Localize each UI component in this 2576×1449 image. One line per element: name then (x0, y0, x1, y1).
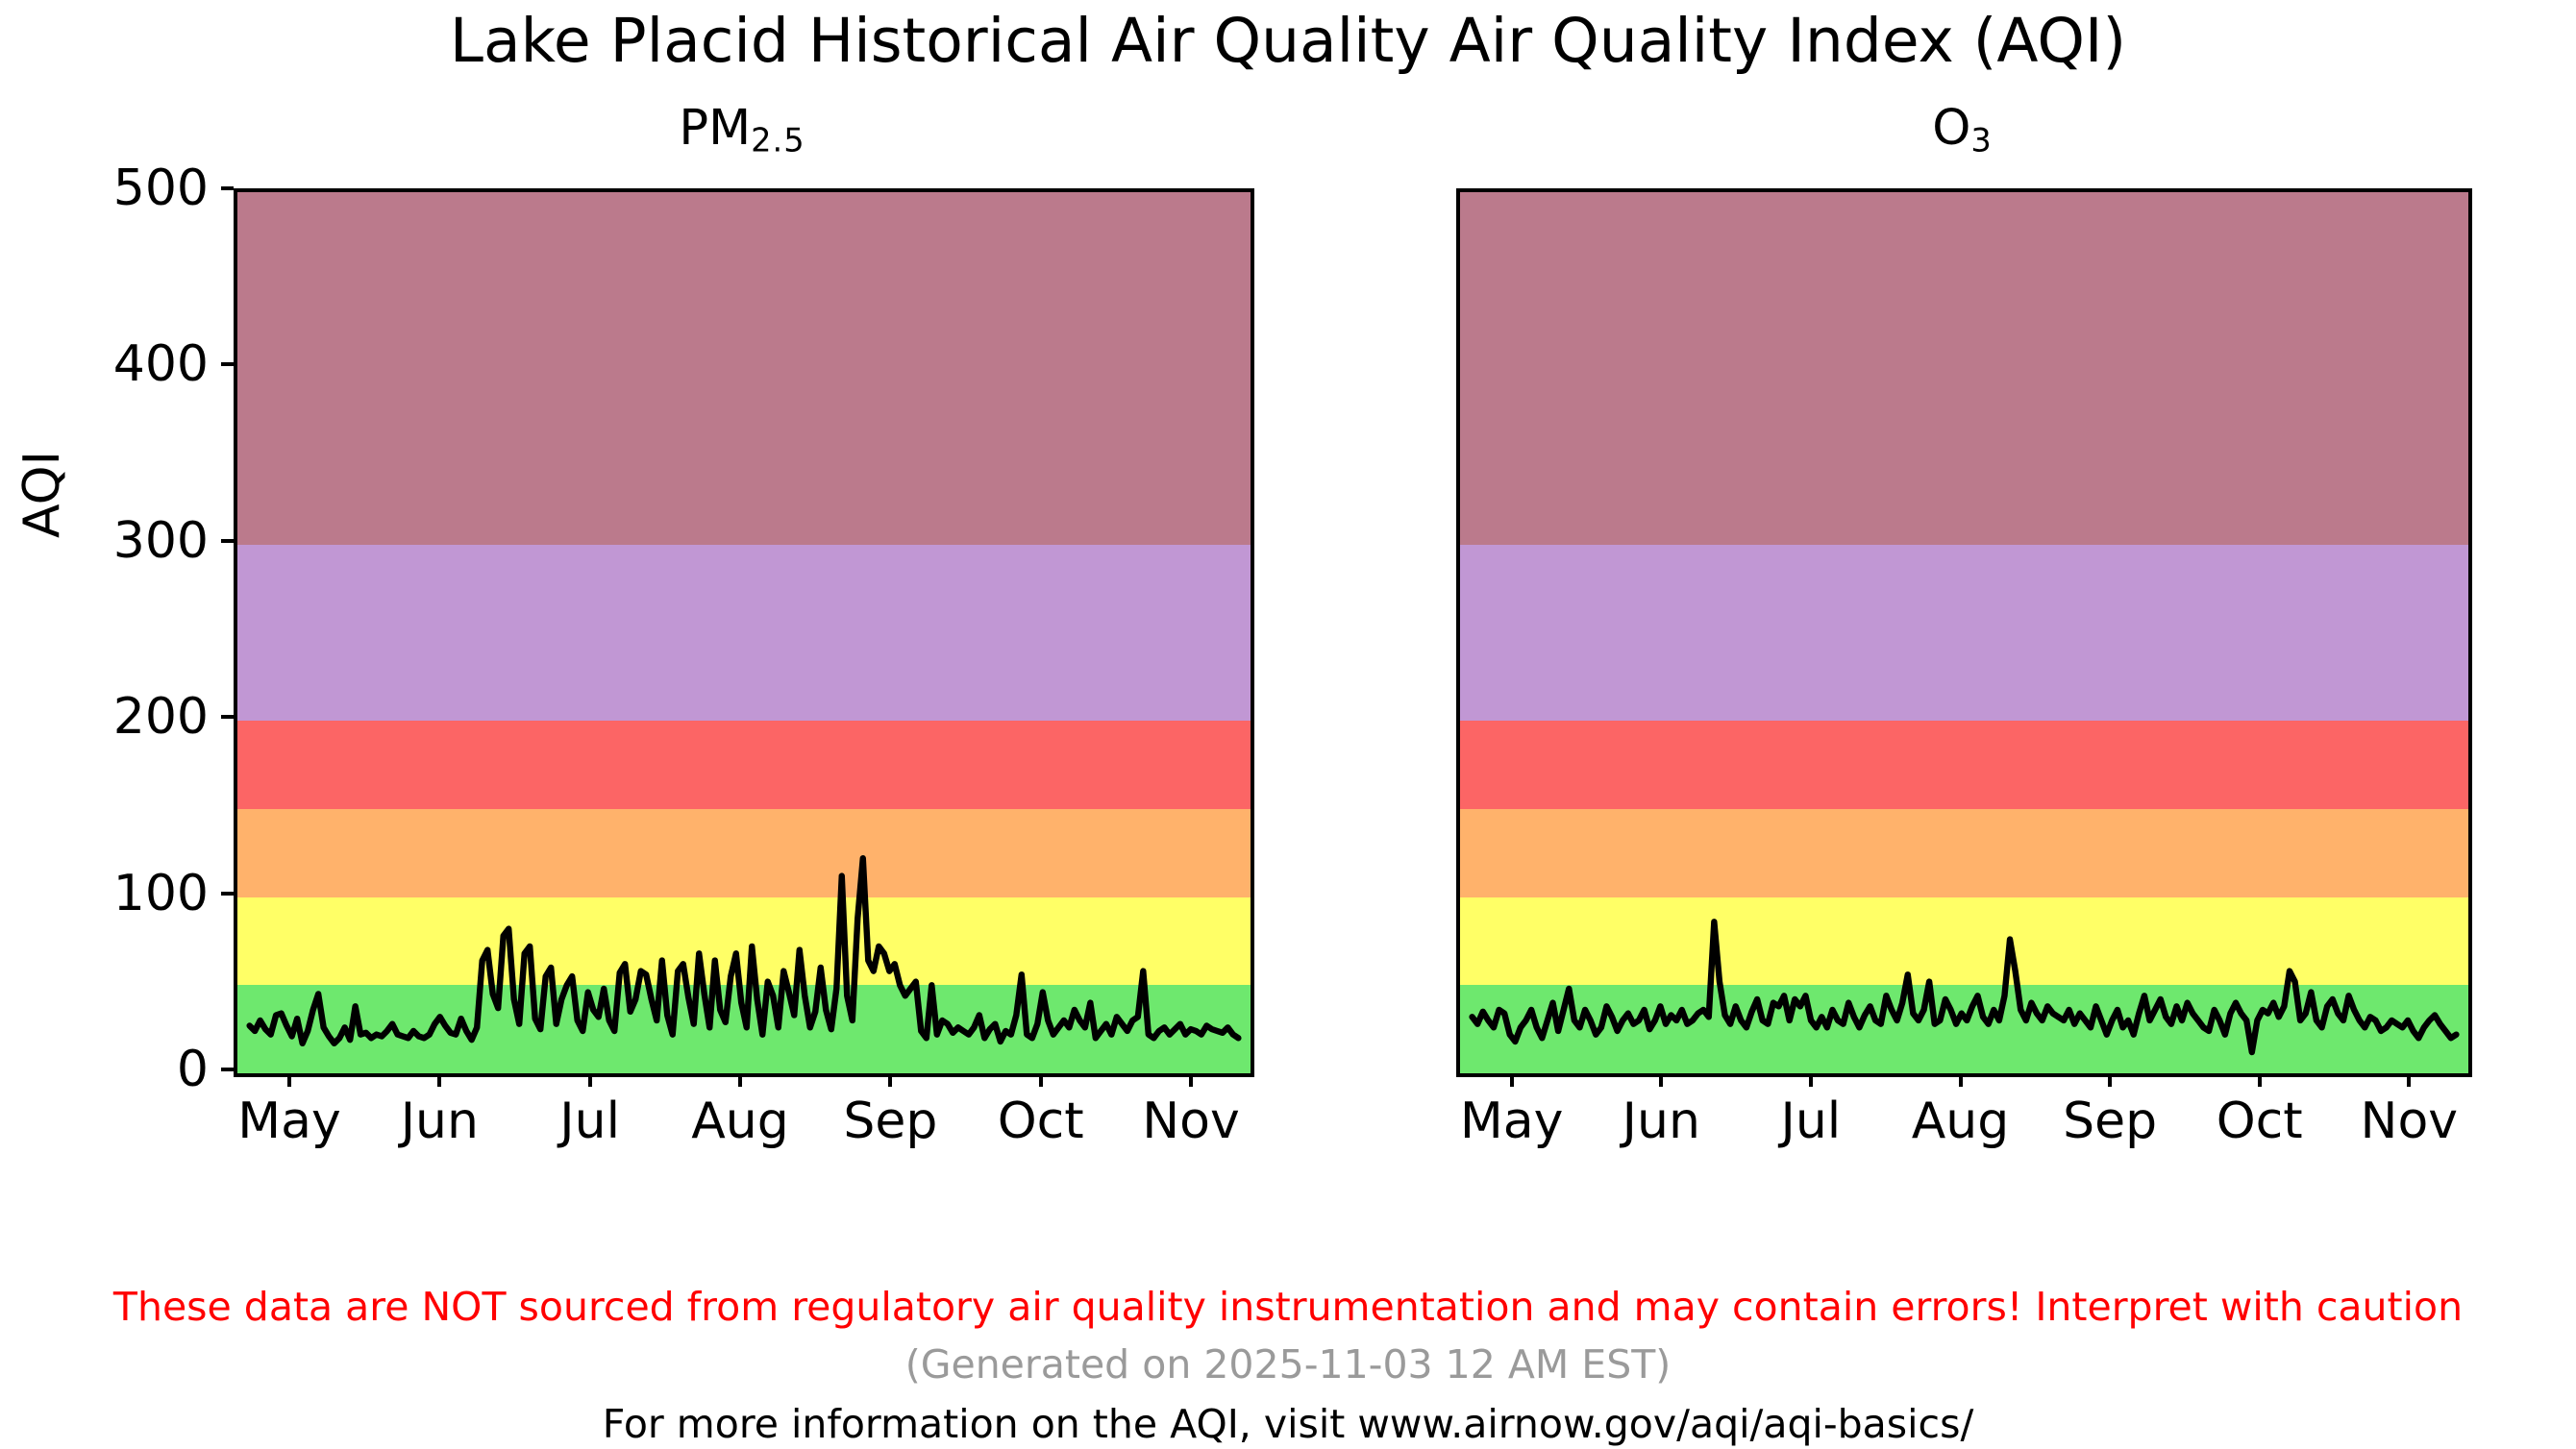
y-axis-label: AQI (13, 451, 71, 538)
x-tick-label: Aug (1911, 1093, 2010, 1150)
x-tick-mark (1189, 1073, 1194, 1087)
aqi-band-unhealthy (1460, 721, 2468, 809)
footer-info-text: For more information on the AQI, visit w… (602, 1401, 1974, 1447)
subplot-title-pm25: PM2.5 (679, 100, 805, 160)
aqi-band-hazardous (237, 192, 1251, 545)
y-tick-mark (221, 715, 234, 720)
aqi-band-very-unhealthy (237, 544, 1251, 722)
y-tick-mark (221, 1068, 234, 1071)
series-line-o3 (1460, 192, 2468, 1073)
x-tick-mark (888, 1073, 893, 1087)
x-tick-mark (587, 1073, 592, 1087)
x-tick-label: Jun (1622, 1093, 1700, 1150)
aqi-band-unhealthy-for-sensitive-groups (1460, 808, 2468, 897)
subplot-title-o3: O3 (1932, 100, 1993, 160)
footer-warning-text: These data are NOT sourced from regulato… (112, 1284, 2464, 1330)
plot-area-pm25 (234, 188, 1254, 1077)
aqi-band-very-unhealthy (1460, 544, 2468, 722)
series-line-pm25 (237, 192, 1251, 1073)
x-tick-mark (1808, 1073, 1813, 1087)
aqi-band-moderate (237, 896, 1251, 986)
aqi-band-unhealthy (237, 721, 1251, 809)
footer-generated-text: (Generated on 2025-11-03 12 AM EST) (904, 1341, 1672, 1388)
y-tick-label: 0 (176, 1041, 209, 1098)
y-tick-label: 100 (112, 864, 209, 922)
y-tick-mark (221, 186, 234, 190)
x-tick-label: Jun (400, 1093, 479, 1150)
aqi-band-moderate (1460, 896, 2468, 986)
x-tick-label: May (1459, 1093, 1564, 1150)
y-tick-mark (221, 538, 234, 543)
y-tick-label: 500 (112, 160, 209, 217)
x-tick-label: Jul (1780, 1093, 1842, 1150)
x-tick-mark (1509, 1073, 1514, 1087)
x-tick-mark (738, 1073, 742, 1087)
x-tick-label: Sep (843, 1093, 938, 1150)
y-tick-label: 400 (112, 335, 209, 394)
aqi-band-unhealthy-for-sensitive-groups (237, 808, 1251, 897)
x-tick-mark (286, 1073, 291, 1087)
aqi-band-hazardous (1460, 192, 2468, 545)
page-title: Lake Placid Historical Air Quality Air Q… (449, 6, 2127, 76)
x-tick-mark (1038, 1073, 1043, 1087)
x-tick-mark (2257, 1073, 2262, 1087)
x-tick-label: May (237, 1093, 341, 1150)
y-tick-label: 200 (112, 688, 209, 747)
x-tick-label: Aug (691, 1093, 789, 1150)
x-tick-mark (1958, 1073, 1963, 1087)
x-tick-label: Sep (2063, 1093, 2158, 1150)
y-tick-mark (221, 362, 234, 367)
x-tick-label: Nov (2360, 1093, 2459, 1150)
x-tick-mark (2108, 1073, 2113, 1087)
x-tick-label: Jul (559, 1093, 621, 1150)
x-tick-label: Nov (1142, 1093, 1240, 1150)
x-tick-mark (2407, 1073, 2412, 1087)
plot-area-o3 (1456, 188, 2472, 1077)
x-tick-mark (1659, 1073, 1664, 1087)
x-tick-label: Oct (2216, 1093, 2303, 1150)
y-tick-label: 300 (112, 511, 209, 570)
x-tick-label: Oct (997, 1093, 1084, 1150)
y-tick-mark (221, 891, 234, 896)
x-tick-mark (437, 1073, 442, 1087)
